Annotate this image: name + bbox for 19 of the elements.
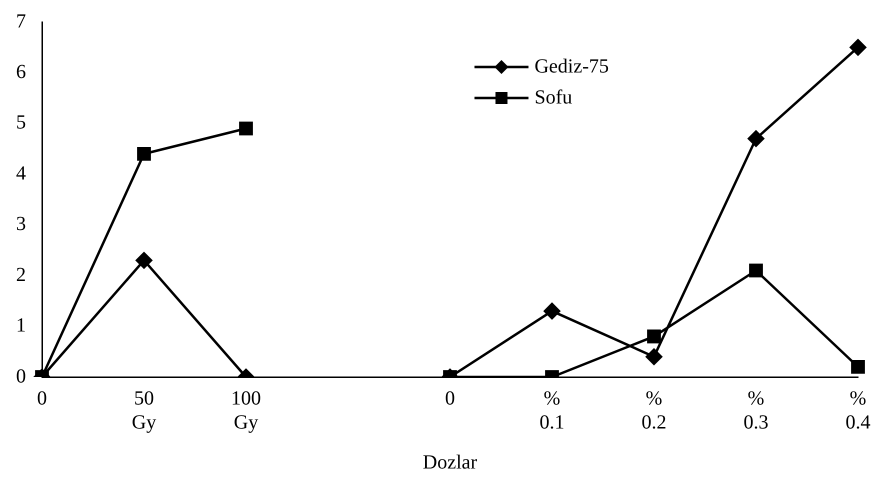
y-tick-label: 1 (16, 314, 26, 337)
y-tick-label: 4 (16, 162, 26, 184)
y-tick-label: 5 (16, 112, 26, 134)
x-tick-label: % 0.2 (642, 387, 666, 434)
y-tick-label: 2 (16, 264, 26, 286)
y-tick-label: 7 (16, 10, 26, 32)
x-tick-label: 100 Gy (231, 387, 261, 434)
x-tick-label: % 0.4 (846, 387, 870, 434)
x-tick-label: 0 (445, 387, 455, 410)
legend-label: Gediz-75 (534, 55, 609, 78)
x-tick-label: % 0.3 (744, 387, 768, 434)
legend-label: Sofu (534, 86, 572, 108)
y-tick-label: 0 (16, 365, 26, 388)
x-axis-title: Dozlar (422, 451, 478, 474)
x-tick-label: 50 Gy (132, 387, 156, 434)
x-tick-label: % 0.1 (540, 387, 564, 434)
y-tick-label: 3 (16, 213, 26, 236)
x-tick-label: 0 (37, 387, 47, 410)
y-tick-label: 6 (16, 60, 26, 83)
